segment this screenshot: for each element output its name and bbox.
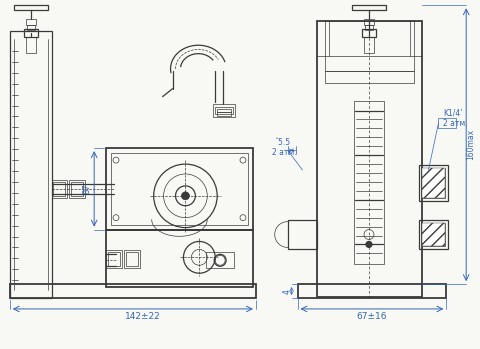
Bar: [325, 71, 414, 83]
Bar: [10, 31, 51, 298]
Bar: [217, 112, 231, 117]
Bar: [364, 37, 374, 53]
Bar: [352, 5, 386, 10]
Text: 67±16: 67±16: [357, 312, 387, 321]
Bar: [438, 118, 456, 128]
Bar: [106, 148, 253, 230]
Bar: [108, 252, 120, 266]
Text: K1/4ʹ: K1/4ʹ: [444, 109, 463, 118]
Bar: [288, 220, 317, 250]
Bar: [421, 168, 445, 198]
Bar: [419, 165, 448, 201]
Bar: [27, 25, 35, 30]
Bar: [70, 180, 85, 198]
Bar: [217, 109, 231, 112]
Bar: [354, 101, 384, 264]
Text: 2 атм.: 2 атм.: [272, 148, 297, 157]
Text: 142±22: 142±22: [125, 312, 161, 321]
Bar: [106, 230, 253, 287]
Circle shape: [366, 242, 372, 247]
Bar: [364, 19, 374, 25]
Bar: [317, 21, 421, 297]
Bar: [124, 250, 140, 268]
Bar: [14, 5, 48, 10]
Bar: [215, 106, 233, 114]
Text: ̂5.5: ̂5.5: [278, 138, 291, 147]
Bar: [325, 21, 414, 71]
Bar: [362, 29, 376, 37]
Text: 4: 4: [283, 289, 292, 294]
Bar: [24, 29, 37, 37]
Bar: [111, 153, 248, 225]
Bar: [419, 220, 448, 250]
Text: 87: 87: [83, 184, 92, 194]
Bar: [72, 182, 83, 196]
Bar: [298, 284, 446, 298]
Bar: [26, 37, 36, 53]
Bar: [53, 182, 65, 196]
Text: 2 атм.: 2 атм.: [444, 119, 468, 128]
Bar: [365, 25, 373, 30]
Circle shape: [181, 192, 190, 200]
Bar: [26, 19, 36, 25]
Bar: [126, 252, 138, 266]
Bar: [421, 223, 445, 246]
Bar: [213, 104, 235, 118]
Bar: [106, 250, 122, 268]
Bar: [421, 223, 445, 246]
Bar: [206, 252, 234, 268]
Bar: [51, 180, 67, 198]
Bar: [10, 284, 256, 298]
Bar: [421, 168, 445, 198]
Text: 160max: 160max: [467, 129, 476, 160]
